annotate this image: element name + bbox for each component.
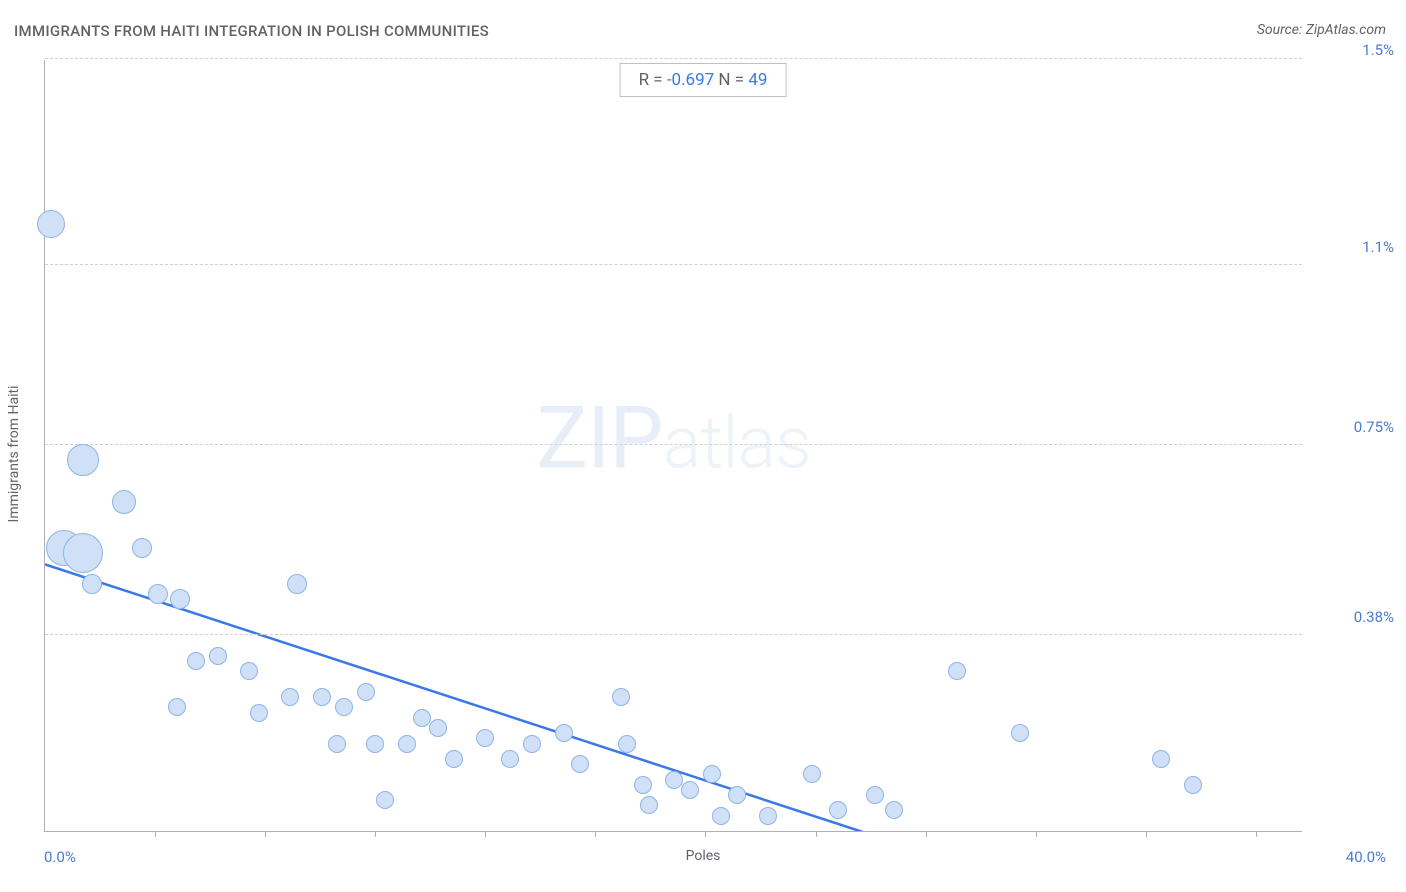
x-tick [926,831,927,837]
x-tick [1036,831,1037,837]
data-point [366,735,384,753]
x-min-label: 0.0% [44,848,76,866]
x-tick [265,831,266,837]
data-point [1184,776,1202,794]
data-point [445,750,463,768]
y-tick-label: 0.38% [1314,608,1394,626]
x-tick [1256,831,1257,837]
scatter-chart: ZIPatlas 0.38%0.75%1.1%1.5% [44,60,1302,832]
data-point [618,735,636,753]
data-point [313,688,331,706]
y-tick-label: 1.1% [1314,238,1394,256]
data-point [866,786,884,804]
data-point [287,574,307,594]
x-tick [375,831,376,837]
stat-box: R = -0.697 N = 49 [620,63,787,97]
data-point [148,584,168,604]
data-point [112,490,136,514]
data-point [803,765,821,783]
y-tick-label: 1.5% [1314,41,1394,59]
data-point [67,444,99,476]
trendline-layer [45,60,1302,831]
data-point [885,801,903,819]
x-tick [485,831,486,837]
data-point [376,791,394,809]
data-point [37,210,65,238]
data-point [829,801,847,819]
x-max-label: 40.0% [1346,848,1386,866]
data-point [703,765,721,783]
watermark-zip: ZIP [536,387,662,488]
data-point [1011,724,1029,742]
data-point [501,750,519,768]
data-point [281,688,299,706]
gridline [45,444,1302,445]
page-title: IMMIGRANTS FROM HAITI INTEGRATION IN POL… [14,22,489,40]
data-point [240,662,258,680]
x-tick [705,831,706,837]
data-point [328,735,346,753]
data-point [555,724,573,742]
data-point [209,647,227,665]
data-point [250,704,268,722]
x-axis-label: Poles [686,848,721,864]
x-tick [155,831,156,837]
data-point [63,533,103,573]
y-axis-label: Immigrants from Haiti [6,386,22,523]
data-point [634,776,652,794]
data-point [476,729,494,747]
data-point [82,574,102,594]
data-point [612,688,630,706]
data-point [357,683,375,701]
data-point [429,719,447,737]
x-tick [595,831,596,837]
data-point [1152,750,1170,768]
data-point [168,698,186,716]
data-point [398,735,416,753]
x-tick [816,831,817,837]
data-point [759,807,777,825]
data-point [948,662,966,680]
n-label: N = [714,70,748,90]
data-point [187,652,205,670]
watermark-atlas: atlas [663,400,811,485]
source-label: Source: ZipAtlas.com [1257,22,1386,38]
gridline [45,264,1302,265]
data-point [681,781,699,799]
data-point [523,735,541,753]
data-point [640,796,658,814]
gridline [45,634,1302,635]
r-value: -0.697 [667,70,714,90]
data-point [728,786,746,804]
x-tick [1146,831,1147,837]
watermark: ZIPatlas [536,387,810,488]
data-point [335,698,353,716]
data-point [712,807,730,825]
y-tick-label: 0.75% [1314,418,1394,436]
data-point [132,538,152,558]
data-point [170,589,190,609]
n-value: 49 [748,70,767,90]
gridline [45,58,1302,59]
data-point [571,755,589,773]
r-label: R = [639,70,667,90]
